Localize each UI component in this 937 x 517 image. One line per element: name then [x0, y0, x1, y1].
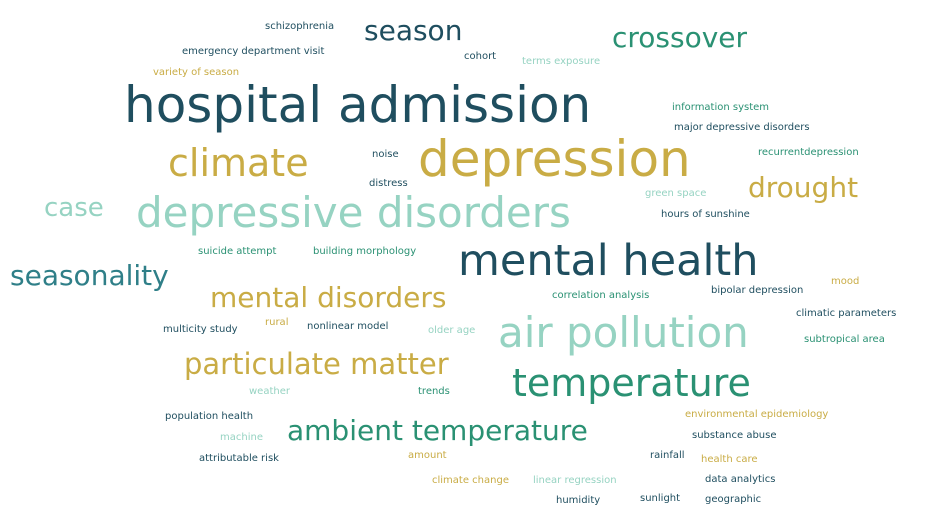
word-seasonality: seasonality	[10, 259, 169, 292]
word-suicide-attempt: suicide attempt	[198, 246, 277, 257]
word-drought: drought	[748, 171, 859, 204]
word-weather: weather	[249, 386, 290, 397]
word-rural: rural	[265, 317, 289, 328]
word-bipolar-depression: bipolar depression	[711, 285, 804, 296]
word-particulate-matter: particulate matter	[184, 347, 449, 381]
word-climatic-parameters: climatic parameters	[796, 308, 897, 319]
word-data-analytics: data analytics	[705, 474, 776, 485]
word-sunlight: sunlight	[640, 493, 681, 504]
word-depression: depression	[418, 130, 691, 188]
word-air-pollution: air pollution	[498, 308, 749, 357]
word-ambient-temperature: ambient temperature	[287, 414, 588, 447]
word-hospital-admission: hospital admission	[124, 76, 592, 134]
word-green-space: green space	[645, 188, 707, 199]
word-substance-abuse: substance abuse	[692, 430, 777, 441]
word-cohort: cohort	[464, 51, 497, 62]
word-schizophrenia: schizophrenia	[265, 21, 335, 32]
word-temperature: temperature	[512, 361, 751, 405]
word-information-system: information system	[672, 102, 770, 113]
word-terms-exposure: terms exposure	[522, 56, 601, 67]
word-building-morphology: building morphology	[313, 246, 417, 257]
word-machine: machine	[220, 432, 263, 443]
word-mental-health: mental health	[458, 236, 759, 286]
word-mood: mood	[831, 276, 860, 287]
word-humidity: humidity	[556, 495, 601, 506]
word-mental-disorders: mental disorders	[210, 281, 447, 314]
word-attributable-risk: attributable risk	[199, 453, 279, 464]
word-major-depressive-disorders: major depressive disorders	[674, 122, 810, 133]
word-climate-change: climate change	[432, 475, 509, 486]
word-linear-regression: linear regression	[533, 475, 617, 486]
word-distress: distress	[369, 178, 408, 189]
word-health-care: health care	[701, 454, 758, 465]
word-trends: trends	[418, 386, 450, 397]
word-crossover: crossover	[612, 21, 748, 54]
word-rainfall: rainfall	[650, 450, 685, 461]
word-emergency-department-visit: emergency department visit	[182, 46, 325, 57]
word-variety-of-season: variety of season	[153, 67, 240, 78]
word-depressive-disorders: depressive disorders	[136, 188, 571, 237]
word-hours-of-sunshine: hours of sunshine	[661, 209, 750, 220]
word-correlation-analysis: correlation analysis	[552, 290, 650, 301]
word-season: season	[364, 14, 463, 47]
word-recurrentdepression: recurrentdepression	[758, 147, 859, 158]
word-older-age: older age	[428, 325, 476, 336]
word-geographic: geographic	[705, 494, 762, 505]
word-nonlinear-model: nonlinear model	[307, 321, 389, 332]
word-environmental-epidemiology: environmental epidemiology	[685, 409, 829, 420]
word-population-health: population health	[165, 411, 254, 422]
word-multicity-study: multicity study	[163, 324, 238, 335]
word-case: case	[44, 193, 104, 223]
word-amount: amount	[408, 450, 447, 461]
word-noise: noise	[372, 149, 399, 160]
word-climate: climate	[168, 141, 309, 185]
word-subtropical-area: subtropical area	[804, 334, 885, 345]
